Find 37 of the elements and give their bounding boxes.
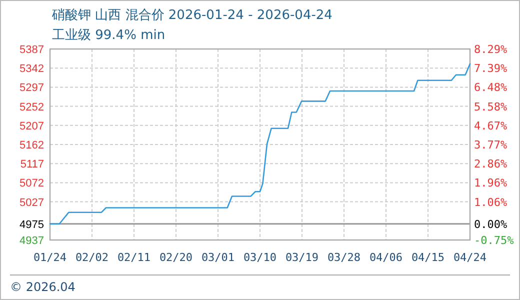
y2-tick-label: 8.29% <box>474 43 508 56</box>
y2-tick-label: -0.75% <box>474 234 514 247</box>
y2-tick-label: 0.00% <box>474 218 508 232</box>
x-tick-label: 02/20 <box>159 251 193 264</box>
y-tick-label: 5162 <box>20 140 44 152</box>
x-tick-label: 04/15 <box>411 251 445 264</box>
x-tick-label: 01/24 <box>33 251 67 264</box>
x-tick-label: 03/10 <box>243 251 277 264</box>
y2-tick-label: 6.48% <box>474 81 508 94</box>
chart-subtitle: 工业级 99.4% min <box>52 28 166 43</box>
x-tick-label: 03/28 <box>327 251 361 264</box>
x-tick-label: 03/19 <box>285 251 319 264</box>
y-tick-label: 5027 <box>20 196 44 209</box>
y-tick-label: 5117 <box>20 158 44 171</box>
x-tick-label: 02/11 <box>117 251 151 264</box>
y2-tick-label: 4.67% <box>474 119 508 132</box>
y2-tick-label: 3.77% <box>474 138 508 152</box>
chart-title: 硝酸钾 山西 混合价 2026-01-24 - 2026-04-24 <box>51 8 332 23</box>
y2-tick-label: 1.06% <box>474 196 508 209</box>
y2-tick-label: 1.96% <box>474 176 508 190</box>
y-tick-label: 5387 <box>20 44 44 56</box>
y-tick-label: 5297 <box>20 82 44 94</box>
y-tick-label: 5252 <box>20 101 44 114</box>
y-tick-label: 5342 <box>20 63 44 76</box>
y-tick-label: 4975 <box>20 218 44 231</box>
y2-tick-label: 5.58% <box>474 100 508 114</box>
x-tick-label: 03/01 <box>201 251 235 264</box>
y-tick-label: 5072 <box>20 178 44 190</box>
x-tick-label: 04/06 <box>369 251 403 264</box>
x-tick-label: 02/02 <box>75 251 109 264</box>
x-tick-label: 04/24 <box>453 251 487 264</box>
text: © 2026.04 <box>10 280 76 294</box>
line-series <box>49 63 471 225</box>
y-tick-label: 4937 <box>20 235 44 247</box>
y-tick-label: 5207 <box>20 120 44 132</box>
y2-tick-label: 2.86% <box>474 158 508 171</box>
y2-tick-label: 7.39% <box>474 62 508 76</box>
